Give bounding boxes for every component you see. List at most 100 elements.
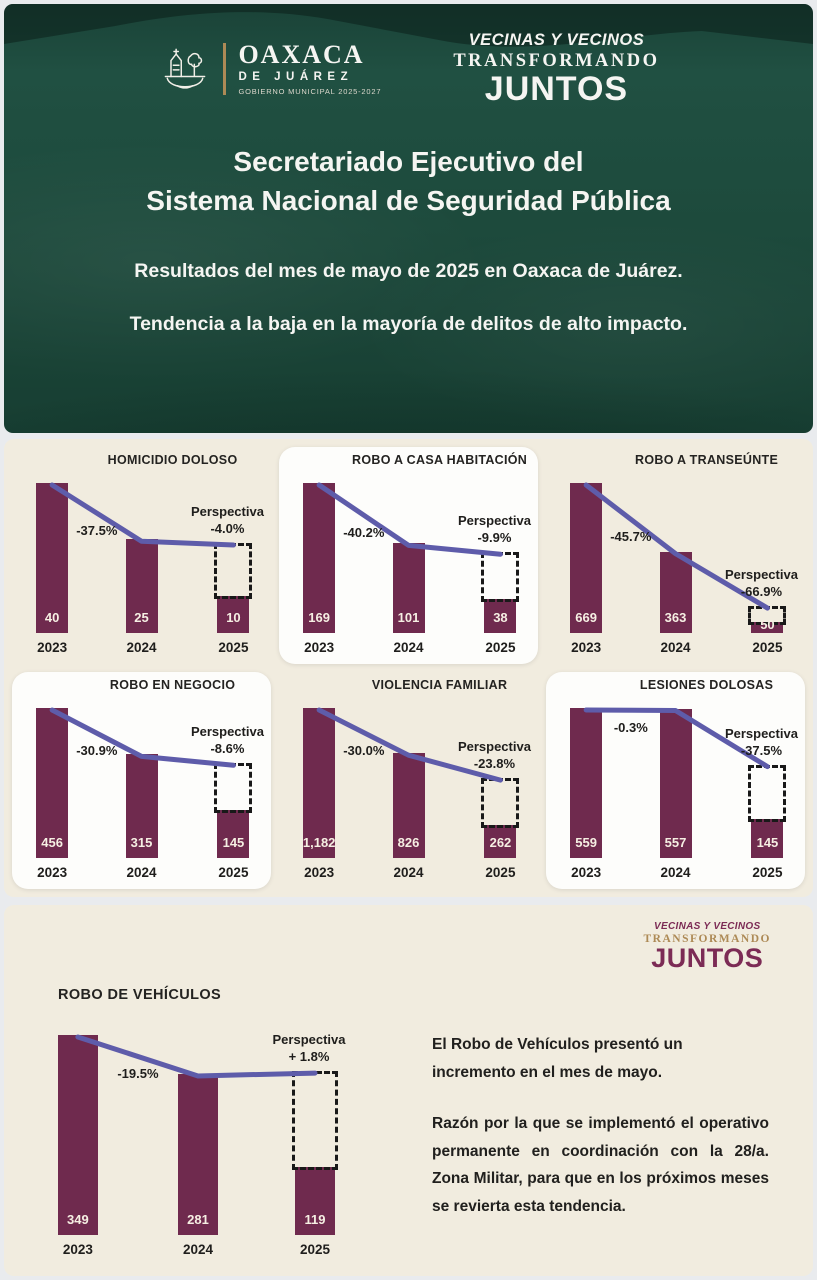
value-label-2025: 262 xyxy=(489,835,512,850)
vehicle-chart-area: ROBO DE VEHÍCULOS 349 281 119 2023 2024 2025 -1… xyxy=(42,987,354,1275)
year-label-2023: 2023 xyxy=(62,1242,93,1257)
hero-header: OAXACA DE JUÁREZ GOBIERNO MUNICIPAL 2025… xyxy=(4,4,813,433)
perspective-value: + 1.8% xyxy=(288,1049,330,1065)
year-label-2024: 2024 xyxy=(660,865,691,880)
bar-2025 xyxy=(295,1166,335,1235)
perspective-value: -4.0% xyxy=(210,521,245,536)
subtitle-trend: Tendencia a la baja en la mayoría de del… xyxy=(129,313,688,336)
footer-logo-vecinas-text: VECINAS Y VECINOS xyxy=(654,921,761,932)
logo-divider xyxy=(223,43,227,96)
logo-gobierno-text: GOBIERNO MUNICIPAL 2025-2027 xyxy=(238,87,382,97)
logo-juntos-text: JUNTOS xyxy=(484,70,629,108)
perspective-value: -23.8% xyxy=(473,756,516,772)
subtitle-results: Resultados del mes de mayo de 2025 en Oa… xyxy=(134,260,683,283)
chart-robo-en-negocio: ROBO EN NEGOCIO 456 315 145 2023 2024 2025 -30.… xyxy=(12,672,271,889)
year-label-2024: 2024 xyxy=(393,865,424,880)
crime-charts-grid: HOMICIDIO DOLOSO 40 25 10 2023 2024 2025 -37.5%… xyxy=(4,439,813,897)
vehicle-theft-section: VECINAS Y VECINOS TRANSFORMANDO JUNTOS R… xyxy=(4,905,813,1276)
value-label-2025: 145 xyxy=(756,835,779,850)
oaxaca-emblem-icon xyxy=(165,48,206,89)
year-label-2025: 2025 xyxy=(299,1242,331,1257)
perspective-label: Perspectiva -8.6% xyxy=(191,723,264,757)
value-label-2024: 557 xyxy=(664,835,687,850)
projection-box xyxy=(481,552,520,603)
transformando-juntos-logo: VECINAS Y VECINOS TRANSFORMANDO JUNTOS xyxy=(453,31,659,108)
projection-box xyxy=(214,763,253,814)
chart-title: ROBO EN NEGOCIO xyxy=(109,678,236,692)
chart-homicidio-doloso: HOMICIDIO DOLOSO 40 25 10 2023 2024 2025 -37.5%… xyxy=(12,447,271,664)
perspective-word: Perspectiva xyxy=(272,1032,346,1048)
year-label-2023: 2023 xyxy=(571,640,602,655)
year-label-2024: 2024 xyxy=(393,640,424,655)
perspective-label: Perspectiva -9.9% xyxy=(458,512,531,546)
vehicle-paragraph-1: El Robo de Vehículos presentó un increme… xyxy=(432,1036,683,1081)
bar-2025 xyxy=(217,810,250,858)
perspective-label: Perspectiva + 1.8% xyxy=(273,1031,346,1065)
bar-2025 xyxy=(751,819,784,858)
bar-2024 xyxy=(125,539,158,633)
perspective-value: -9.9% xyxy=(477,530,512,546)
value-label-2025: 10 xyxy=(226,610,241,625)
projection-box xyxy=(481,778,520,828)
perspective-label: Perspectiva -37.5% xyxy=(725,725,798,759)
chart-title: HOMICIDIO DOLOSO xyxy=(107,453,238,467)
chart-robo-a-casa-habitacion: ROBO A CASA HABITACIÓN 169 101 38 2023 2024 20… xyxy=(279,447,538,664)
bar-2023 xyxy=(57,1035,98,1235)
change-label: -30.0% xyxy=(343,742,385,758)
perspective-word: Perspectiva xyxy=(457,739,531,755)
value-label-2025: 145 xyxy=(222,835,245,850)
year-label-2024: 2024 xyxy=(126,640,157,655)
value-label-2024: 315 xyxy=(130,835,153,850)
perspective-word: Perspectiva xyxy=(190,724,264,740)
chart-lesiones-dolosas: LESIONES DOLOSAS 559 557 145 2023 2024 2025 -0.… xyxy=(546,672,805,889)
chart-violencia-familiar: VIOLENCIA FAMILIAR 1,182 826 262 2023 2024 202… xyxy=(279,672,538,889)
year-label-2023: 2023 xyxy=(37,865,68,880)
chart-title: ROBO DE VEHÍCULOS xyxy=(58,987,222,1003)
logo-dejuarez-text: DE JUÁREZ xyxy=(238,71,354,84)
year-label-2025: 2025 xyxy=(218,640,249,655)
bar-2024 xyxy=(178,1073,218,1235)
value-label-2023: 349 xyxy=(67,1212,89,1227)
bar-2024 xyxy=(392,543,425,633)
bar-2025 xyxy=(484,599,517,633)
perspective-value: -66.9% xyxy=(740,584,783,600)
value-label-2023: 559 xyxy=(575,835,597,850)
chart-title: ROBO A CASA HABITACIÓN xyxy=(352,453,528,467)
main-title: Secretariado Ejecutivo del Sistema Nacio… xyxy=(34,142,783,220)
chart-title: ROBO A TRANSEÚNTE xyxy=(635,453,779,467)
projection-box xyxy=(292,1071,338,1170)
value-label-2024: 826 xyxy=(397,835,420,850)
year-label-2023: 2023 xyxy=(37,640,68,655)
change-label: -30.9% xyxy=(76,743,118,759)
value-label-2023: 40 xyxy=(44,610,60,625)
projection-box xyxy=(748,764,787,823)
year-label-2025: 2025 xyxy=(485,640,516,655)
year-label-2025: 2025 xyxy=(218,865,249,880)
value-label-2024: 281 xyxy=(187,1212,209,1227)
logo-transformando-text: TRANSFORMANDO xyxy=(453,51,660,71)
year-label-2024: 2024 xyxy=(182,1242,214,1257)
perspective-label: Perspectiva -23.8% xyxy=(458,738,531,772)
year-label-2023: 2023 xyxy=(571,865,602,880)
year-label-2025: 2025 xyxy=(752,865,783,880)
year-label-2024: 2024 xyxy=(660,640,691,655)
value-label-2023: 669 xyxy=(575,610,597,625)
value-label-2023: 456 xyxy=(41,835,63,850)
chart-title: VIOLENCIA FAMILIAR xyxy=(371,678,508,692)
footer-logo: VECINAS Y VECINOS TRANSFORMANDO JUNTOS xyxy=(644,921,771,972)
projection-box xyxy=(214,543,253,599)
chart-robo-de-vehiculos: ROBO DE VEHÍCULOS 349 281 119 2023 2024 2025 -1… xyxy=(42,987,354,1275)
bar-2025 xyxy=(217,595,250,633)
year-label-2025: 2025 xyxy=(752,640,783,655)
logo-oaxaca-text: OAXACA xyxy=(238,40,365,70)
perspective-word: Perspectiva xyxy=(457,513,531,529)
chart-robo-a-transeunte: ROBO A TRANSEÚNTE 669 363 50 2023 2024 2025 -45… xyxy=(546,447,805,664)
value-label-2024: 25 xyxy=(134,610,149,625)
value-label-2025: 38 xyxy=(493,610,508,625)
value-label-2024: 363 xyxy=(664,610,687,625)
change-label: -37.5% xyxy=(76,523,118,539)
year-label-2025: 2025 xyxy=(485,865,516,880)
change-label: -0.3% xyxy=(613,720,648,736)
bar-2025 xyxy=(484,824,517,858)
